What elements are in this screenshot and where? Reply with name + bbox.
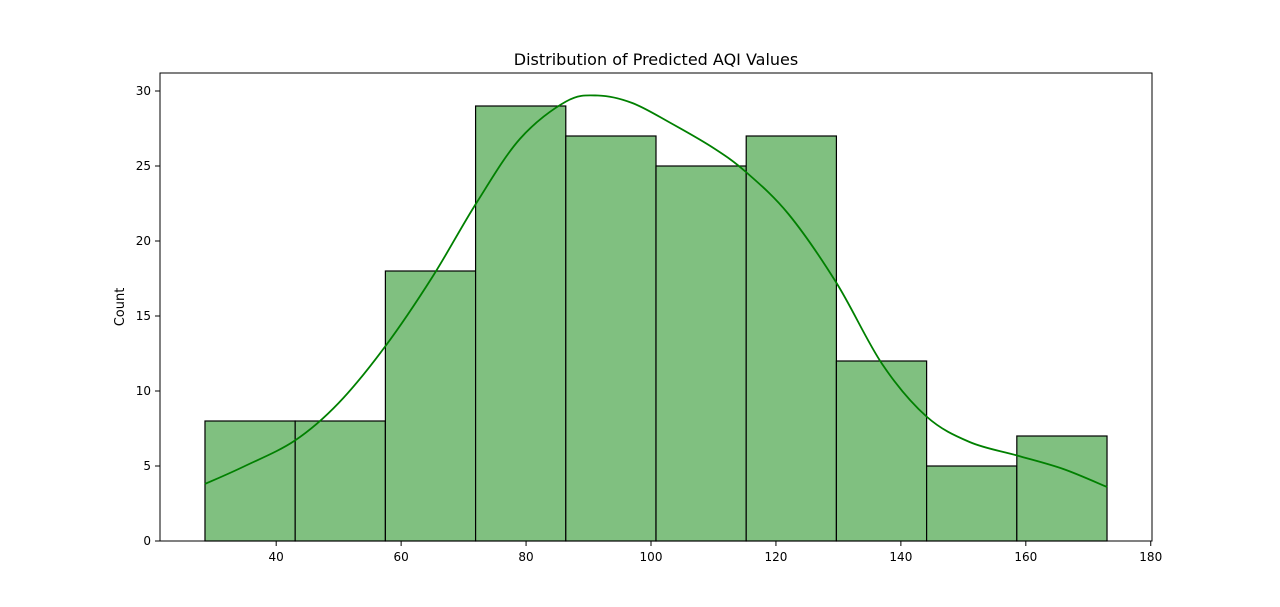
y-axis-ticks: 0 5 10 15 20 25 30: [136, 84, 160, 548]
bars-group: [204, 105, 1108, 542]
histogram-bar: [1016, 435, 1108, 542]
histogram-bar: [474, 105, 567, 542]
histogram-bar: [294, 420, 386, 542]
histogram-bar: [384, 270, 477, 542]
x-tick-label: 60: [393, 550, 408, 564]
x-tick-label: 180: [1139, 550, 1162, 564]
plot-frame: [159, 72, 1153, 542]
y-tick-label: 15: [136, 309, 151, 323]
x-tick-label: 140: [889, 550, 912, 564]
y-axis-label: Count: [113, 288, 128, 327]
histogram-bar: [565, 135, 657, 542]
y-tick-label: 0: [143, 534, 151, 548]
histogram-bar: [835, 360, 928, 542]
y-tick-label: 20: [136, 234, 151, 248]
chart-title: Distribution of Predicted AQI Values: [514, 50, 798, 69]
x-tick-label: 100: [640, 550, 663, 564]
y-tick-label: 30: [136, 84, 151, 98]
x-tick-label: 40: [269, 550, 284, 564]
histogram-bar: [655, 165, 747, 542]
kde-line: [204, 94, 1108, 488]
histogram-bar: [204, 420, 296, 542]
y-tick-label: 25: [136, 159, 151, 173]
x-tick-label: 80: [518, 550, 533, 564]
x-axis-ticks: 40 60 80 100 120 140 160 180: [269, 541, 1162, 564]
y-tick-label: 5: [143, 459, 151, 473]
x-tick-label: 160: [1014, 550, 1037, 564]
y-tick-label: 10: [136, 384, 151, 398]
x-tick-label: 120: [764, 550, 787, 564]
histogram-bar: [745, 135, 838, 542]
kde-group: [204, 94, 1108, 488]
histogram-bar: [926, 465, 1018, 542]
